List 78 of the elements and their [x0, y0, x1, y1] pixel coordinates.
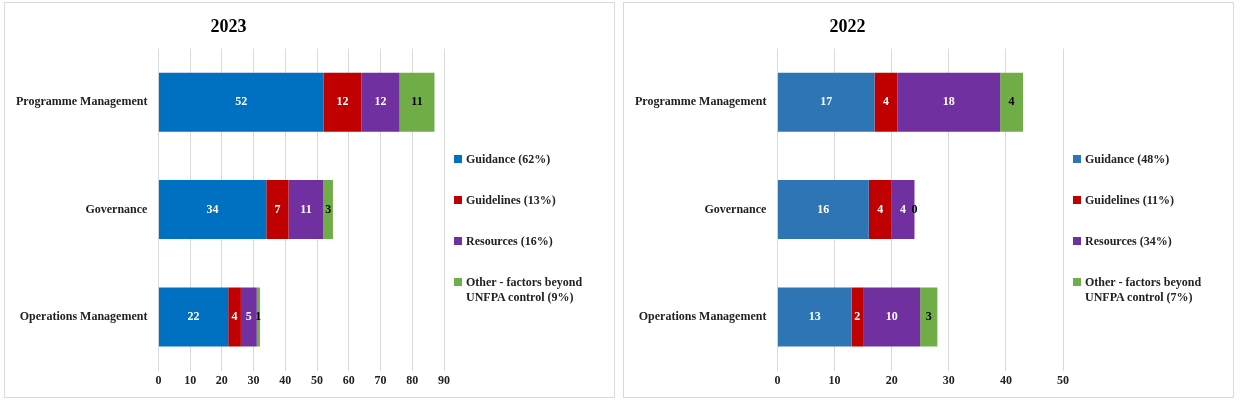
data-label: 4	[1008, 94, 1015, 109]
bar	[399, 72, 435, 132]
bar	[158, 72, 324, 132]
data-label: 17	[820, 94, 833, 109]
data-label: 1	[255, 309, 262, 324]
legend-label: Other - factors beyond UNFPA control (9%)	[466, 274, 584, 305]
x-tick-label: 60	[342, 372, 355, 387]
x-tick-label: 30	[942, 372, 955, 387]
data-label: 18	[942, 94, 955, 109]
data-label: 4	[877, 201, 884, 216]
bar	[323, 180, 333, 240]
x-tick-label: 80	[406, 372, 419, 387]
data-label: 11	[300, 201, 312, 216]
data-label: 12	[336, 94, 349, 109]
data-label: 16	[817, 201, 830, 216]
y-tick-label: Operations Management	[19, 309, 148, 324]
y-tick-label: Operations Management	[638, 309, 767, 324]
bar	[158, 287, 229, 347]
bar	[891, 180, 915, 240]
x-tick-label: 90	[438, 372, 450, 387]
bar	[920, 287, 938, 347]
y-tick-label: Governance	[704, 201, 768, 216]
bar	[874, 72, 898, 132]
data-label: 13	[808, 309, 821, 324]
x-tick-label: 20	[885, 372, 898, 387]
chart-title: 2022	[829, 16, 866, 37]
x-tick-label: 10	[184, 372, 197, 387]
bar	[158, 180, 267, 240]
data-label: 3	[925, 309, 932, 324]
bar	[777, 287, 852, 347]
data-label: 0	[911, 201, 918, 216]
data-label: 4	[900, 201, 907, 216]
bar	[266, 180, 289, 240]
bar	[288, 180, 324, 240]
bar	[1000, 72, 1024, 132]
data-label: 5	[245, 309, 252, 324]
x-tick-label: 50	[1057, 372, 1069, 387]
bar	[777, 180, 869, 240]
legend-label: Guidelines (13%)	[466, 192, 556, 208]
x-tick-label: 0	[155, 372, 162, 387]
data-label: 4	[231, 309, 238, 324]
data-label: 7	[274, 201, 281, 216]
x-tick-label: 40	[999, 372, 1012, 387]
bar	[228, 287, 241, 347]
data-label: 52	[235, 94, 248, 109]
bar	[361, 72, 400, 132]
chart-title: 2023	[210, 16, 247, 37]
data-label: 10	[885, 309, 898, 324]
x-tick-label: 70	[374, 372, 387, 387]
y-tick-label: Programme Management	[635, 94, 767, 109]
legend-label: Resources (16%)	[466, 233, 553, 249]
x-tick-label: 40	[279, 372, 292, 387]
legend-label: Resources (34%)	[1085, 233, 1172, 249]
legend-label: Other - factors beyond UNFPA control (7%)	[1085, 274, 1203, 305]
x-tick-label: 10	[828, 372, 841, 387]
bar	[868, 180, 892, 240]
legend-label: Guidance (48%)	[1085, 151, 1170, 167]
bar	[240, 287, 257, 347]
x-tick-label: 50	[311, 372, 324, 387]
bar	[897, 72, 1001, 132]
y-tick-label: Programme Management	[16, 94, 148, 109]
data-label: 34	[206, 201, 219, 216]
y-tick-label: Governance	[85, 201, 149, 216]
data-label: 2	[854, 309, 861, 324]
bar	[851, 287, 864, 347]
data-label: 3	[325, 201, 332, 216]
data-label: 4	[882, 94, 889, 109]
bar	[323, 72, 362, 132]
legend-label: Guidelines (11%)	[1085, 192, 1175, 208]
legend-label: Guidance (62%)	[466, 151, 551, 167]
bar	[863, 287, 921, 347]
x-tick-label: 30	[247, 372, 260, 387]
x-tick-label: 20	[215, 372, 228, 387]
data-label: 22	[187, 309, 200, 324]
data-label: 11	[411, 94, 423, 109]
x-tick-label: 0	[774, 372, 781, 387]
bar	[777, 72, 875, 132]
data-label: 12	[374, 94, 387, 109]
